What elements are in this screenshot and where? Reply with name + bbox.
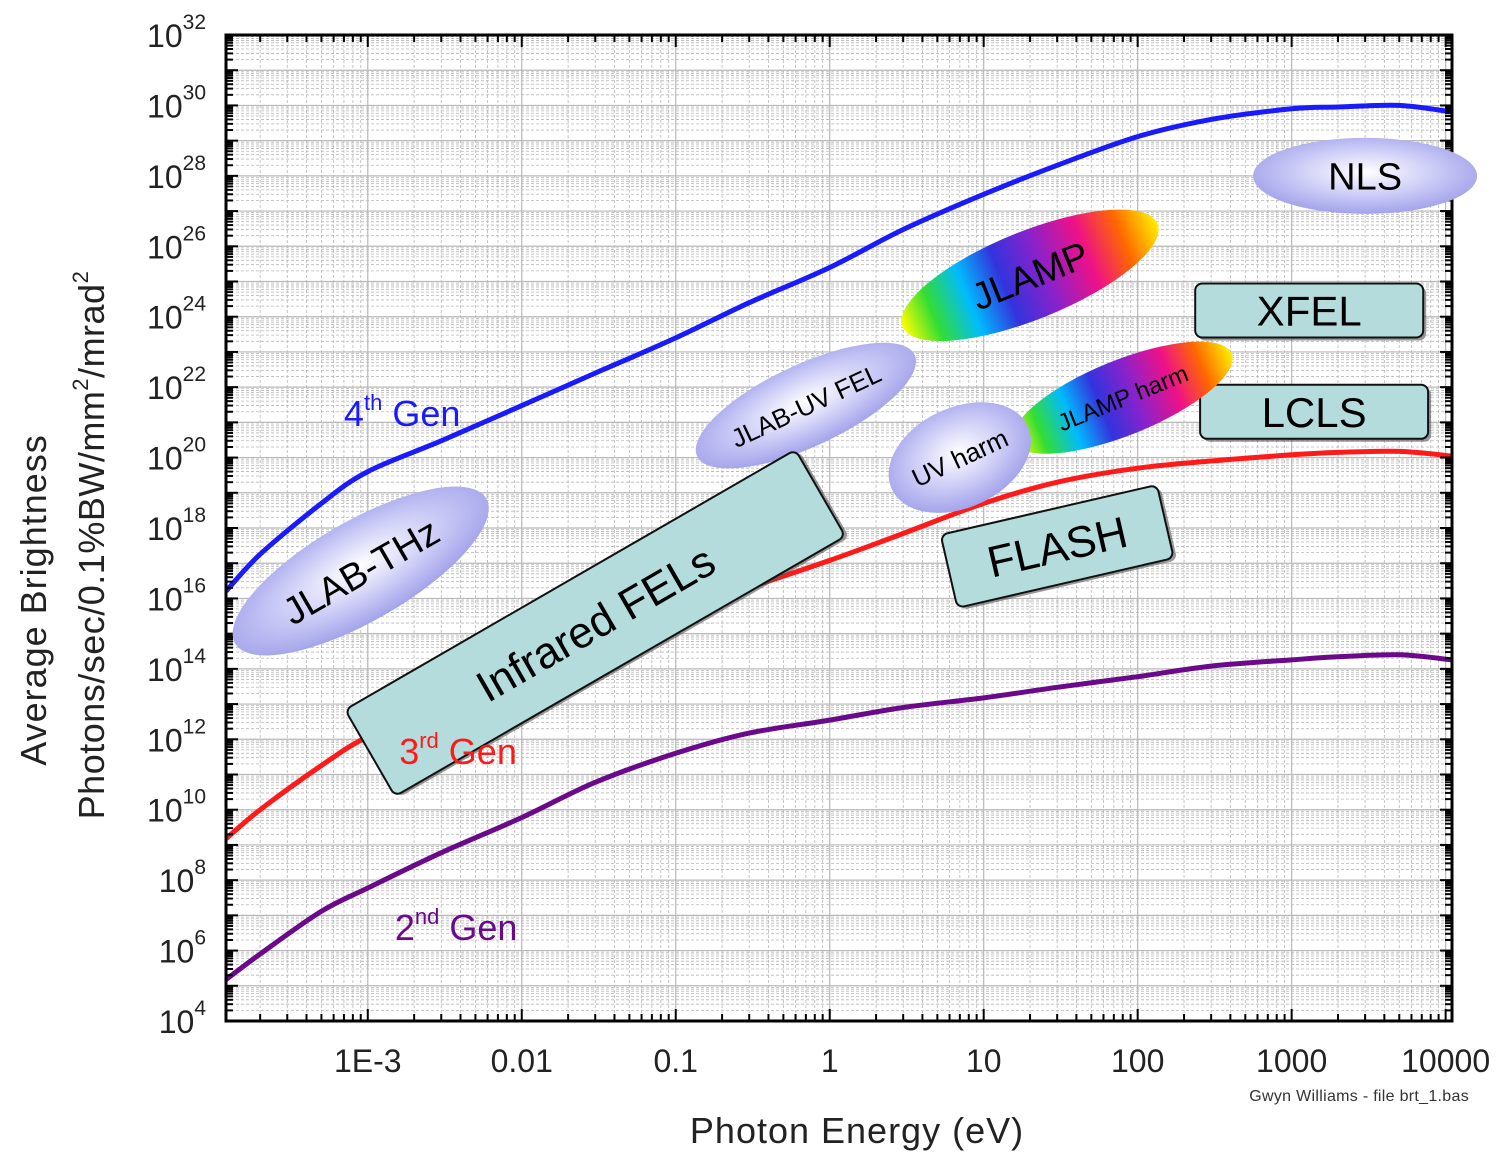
annotation-ellipse bbox=[232, 486, 489, 656]
x-tick-label: 0.1 bbox=[653, 1043, 697, 1079]
annotation-box bbox=[941, 485, 1174, 608]
x-tick-label: 1000 bbox=[1256, 1043, 1327, 1079]
x-tick-label: 10 bbox=[966, 1043, 1002, 1079]
annotation-box bbox=[346, 451, 844, 795]
annotation-box bbox=[1199, 383, 1430, 440]
annotation-xfel: XFEL bbox=[1194, 282, 1427, 341]
annotation-ellipse bbox=[1253, 137, 1478, 214]
x-tick-label: 1E-3 bbox=[334, 1043, 402, 1079]
series-label-3rd-gen: 3rd Gen bbox=[399, 728, 517, 772]
x-axis-label: Photon Energy (eV) bbox=[690, 1110, 1024, 1151]
credit-note: Gwyn Williams - file brt_1.bas bbox=[1249, 1088, 1469, 1105]
annotation-lcls: LCLS bbox=[1199, 383, 1432, 442]
y-tick-label: 1030 bbox=[147, 81, 206, 124]
annotation-flash: FLASH bbox=[941, 485, 1176, 609]
annotation-ellipse bbox=[901, 209, 1159, 342]
annotation-label: NLS bbox=[1328, 157, 1402, 199]
y-tick-label: 1012 bbox=[147, 715, 206, 758]
y-tick-label: 108 bbox=[159, 856, 206, 899]
y-axis-label-2: Photons/sec/0.1%BW/mm2/mrad2 bbox=[68, 271, 112, 820]
annotation-ellipse bbox=[888, 402, 1031, 513]
x-tick-label: 10000 bbox=[1401, 1043, 1490, 1079]
y-tick-label: 1018 bbox=[147, 504, 206, 547]
plot-frame bbox=[224, 33, 1454, 1023]
annotation-box bbox=[1194, 282, 1425, 339]
annotation-ellipse bbox=[695, 342, 917, 469]
y-tick-label: 1014 bbox=[147, 645, 206, 688]
annotation-uv-harm: UV harm bbox=[888, 402, 1031, 513]
y-axis-label-line1: Average Brightness bbox=[13, 434, 54, 766]
y-tick-label: 1032 bbox=[147, 11, 206, 54]
x-tick-label: 100 bbox=[1111, 1043, 1164, 1079]
annotation-ellipse bbox=[1012, 341, 1233, 454]
y-tick-labels: 104 106 108 1010 1012 1014 1016 1018 1020 1022 102… bbox=[147, 11, 206, 1040]
y-tick-label: 1016 bbox=[147, 574, 206, 617]
y-tick-label: 1024 bbox=[147, 293, 206, 336]
x-tick-label: 1 bbox=[821, 1043, 839, 1079]
y-tick-label: 1010 bbox=[147, 786, 206, 829]
y-tick-label: 104 bbox=[159, 997, 207, 1040]
x-tick-labels: 1E-3 0.01 0.1 1 10 100 1000 10000 bbox=[334, 1043, 1490, 1079]
annotation-label: LCLS bbox=[1262, 389, 1367, 436]
y-tick-label: 106 bbox=[159, 927, 206, 970]
x-tick-label: 0.01 bbox=[491, 1043, 553, 1079]
y-tick-label: 1026 bbox=[147, 222, 206, 265]
y-axis-label: Average Brightness bbox=[13, 434, 54, 766]
y-tick-label: 1028 bbox=[147, 152, 206, 195]
series-line-4th-gen bbox=[226, 102, 1452, 593]
y-axis-label-line2: Photons/sec/0.1%BW/mm2/mrad2 bbox=[68, 271, 112, 820]
y-tick-label: 1020 bbox=[147, 434, 206, 477]
series-line-2nd-gen bbox=[226, 652, 1452, 982]
series-label-4th-gen: 4th Gen bbox=[344, 390, 460, 434]
y-tick-label: 1022 bbox=[147, 363, 206, 406]
annotation-label: XFEL bbox=[1257, 288, 1362, 335]
series-label-2nd-gen: 2nd Gen bbox=[395, 904, 518, 948]
annotation-nls: NLS bbox=[1253, 137, 1478, 214]
series-label-layer: 4th Gen 3rd Gen 2nd Gen bbox=[344, 390, 518, 948]
